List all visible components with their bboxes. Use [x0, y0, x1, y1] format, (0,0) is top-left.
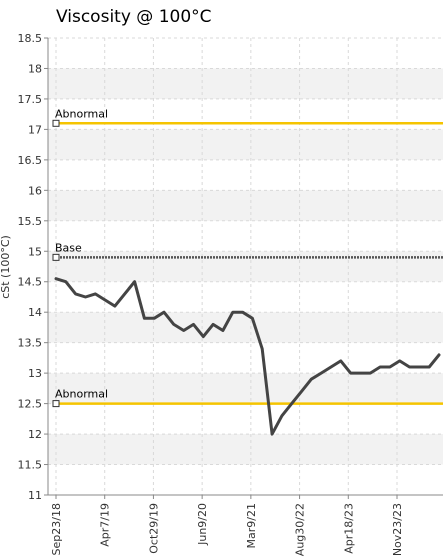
- x-tick-label: Nov23/23: [391, 503, 404, 556]
- y-tick-label: 13.5: [18, 337, 43, 350]
- y-tick-label: 17.5: [18, 93, 43, 106]
- y-tick-label: 15.5: [18, 215, 43, 228]
- y-tick-label: 18: [28, 62, 42, 75]
- reference-label: Base: [55, 241, 82, 254]
- y-axis-title: cSt (100°C): [0, 235, 12, 299]
- y-tick-label: 17: [28, 123, 42, 136]
- y-tick-label: 14: [28, 306, 42, 319]
- chart-title: Viscosity @ 100°C: [56, 7, 212, 27]
- x-tick-label: Aug30/22: [294, 503, 307, 556]
- plot-band: [48, 190, 443, 221]
- x-tick-label: Oct29/19: [147, 503, 160, 554]
- x-tick-label: Apr18/23: [342, 503, 355, 554]
- y-tick-label: 16.5: [18, 154, 43, 167]
- reference-marker: [52, 119, 60, 127]
- series-layer: [54, 277, 441, 436]
- x-tick-label: Mar9/21: [245, 503, 258, 548]
- y-tick-label: 12.5: [18, 398, 43, 411]
- plot-band: [48, 373, 443, 404]
- x-tick-label: Apr7/19: [99, 503, 112, 547]
- reference-label: Abnormal: [55, 388, 108, 401]
- y-tick-label: 14.5: [18, 276, 43, 289]
- reference-lines: Abnormal Base Abnormal: [52, 107, 443, 408]
- y-tick-label: 11.5: [18, 459, 43, 472]
- viscosity-series-line: [54, 277, 441, 436]
- axes: 11 11.5 12 12.5 13 13.5 14 14.5 15 15.5 16 16.5 17 17…: [18, 32, 443, 556]
- reference-marker: [52, 400, 60, 408]
- y-tick-label: 12: [28, 428, 42, 441]
- x-tick-label: Sep23/18: [50, 503, 63, 555]
- plot-band: [48, 68, 443, 99]
- plot-band: [48, 434, 443, 465]
- y-tick-label: 18.5: [18, 32, 43, 45]
- x-tick-label: Jun9/20: [196, 503, 209, 546]
- reference-label: Abnormal: [55, 107, 108, 120]
- plot-band: [48, 251, 443, 282]
- reference-marker: [52, 253, 60, 261]
- plot-bands: [48, 68, 443, 465]
- y-tick-label: 16: [28, 184, 42, 197]
- plot-band: [48, 312, 443, 343]
- y-tick-label: 13: [28, 367, 42, 380]
- plot-band: [48, 129, 443, 160]
- y-tick-label: 11: [28, 489, 42, 502]
- y-tick-label: 15: [28, 245, 42, 258]
- grid-lines: [48, 37, 443, 496]
